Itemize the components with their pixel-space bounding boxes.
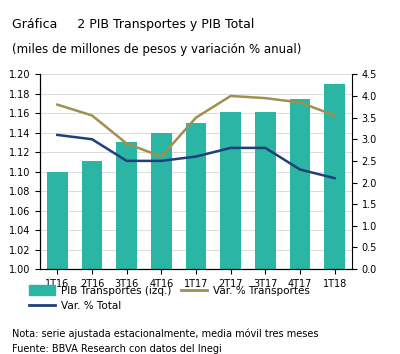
Text: Fuente: BBVA Research con datos del Inegi: Fuente: BBVA Research con datos del Ineg… <box>12 344 222 354</box>
Legend: PIB Transportes (izq.), Var. % Total, Var. % Transportes: PIB Transportes (izq.), Var. % Total, Va… <box>25 281 314 315</box>
Bar <box>324 84 345 354</box>
Bar <box>82 161 102 354</box>
Bar <box>255 112 276 354</box>
Bar <box>220 112 241 354</box>
Bar <box>116 142 137 354</box>
Bar <box>290 99 310 354</box>
Bar <box>186 123 206 354</box>
Bar <box>151 133 172 354</box>
Text: Nota: serie ajustada estacionalmente, media móvil tres meses: Nota: serie ajustada estacionalmente, me… <box>12 329 318 339</box>
Bar <box>47 172 68 354</box>
Text: Gráfica     2 PIB Transportes y PIB Total: Gráfica 2 PIB Transportes y PIB Total <box>12 18 254 31</box>
Text: (miles de millones de pesos y variación % anual): (miles de millones de pesos y variación … <box>12 43 301 56</box>
